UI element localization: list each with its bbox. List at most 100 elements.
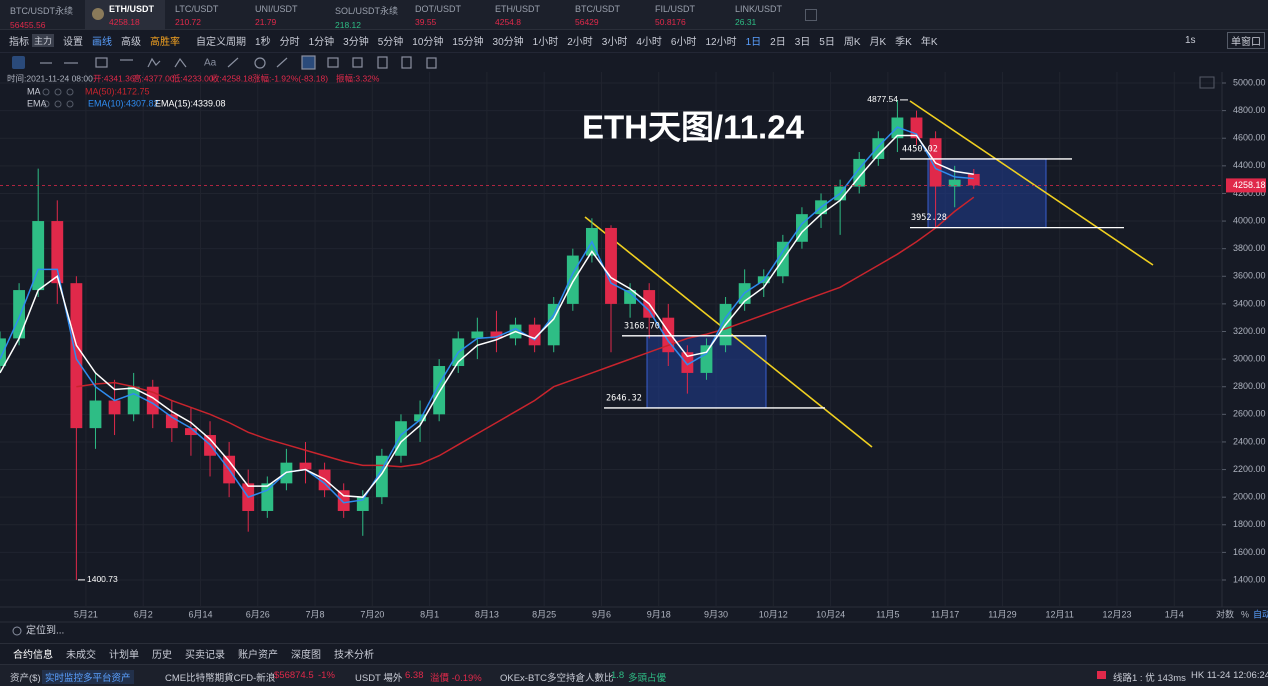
toolbar-item[interactable]: 指标 [9,36,29,48]
ticker-price: 210.72 [175,17,201,27]
ticker-tab[interactable]: BTC/USDT 56429 [567,0,647,29]
bottom-tab[interactable]: 未成交 [66,649,96,661]
tool-icon[interactable]: Aa [204,58,217,69]
tool-icon[interactable] [276,57,288,68]
fullscreen-icon[interactable] [1199,76,1215,89]
tool-icon[interactable] [301,55,316,70]
toolbar-item[interactable]: 年K [920,36,938,48]
locate-icon[interactable] [12,626,22,636]
status-item[interactable]: 实时监控多平台资产 [42,670,134,684]
axis-option[interactable]: 对数 [1216,608,1234,619]
y-tick-label: 1800.00 [1233,519,1266,529]
toolbar-item[interactable]: 3日 [794,36,811,48]
toolbar-item[interactable]: 10分钟 [412,36,444,48]
tool-icon[interactable] [12,56,25,69]
toolbar-item[interactable]: 周K [843,36,861,48]
bottom-tab[interactable]: 合约信息 [13,649,53,661]
indicator-icon[interactable] [66,88,74,96]
indicator-icon[interactable] [54,100,62,108]
trend-line[interactable] [909,100,1154,266]
toolbar-item[interactable]: 5日 [819,36,835,48]
tool-icon[interactable] [426,57,437,69]
ticker-name: LTC/USDT [175,4,219,14]
tool-icon[interactable] [352,57,363,68]
toolbar-item[interactable]: 1小时 [532,36,559,48]
toolbar-item[interactable]: 设置 [63,36,84,48]
ticker-price: 56455.56 [10,20,46,30]
tool-icon[interactable] [401,56,412,69]
toolbar-item[interactable]: 季K [895,36,912,48]
toolbar-item[interactable]: 分时 [279,36,300,48]
tool-icon[interactable] [95,57,108,68]
y-tick-label: 1600.00 [1233,547,1266,557]
toolbar-item[interactable]: 高级 [121,36,142,48]
ticker-tab[interactable]: BTC/USDT永续 56455.56 [2,0,82,30]
level-label: 4450.02 [902,144,938,154]
tool-icon[interactable] [254,57,266,69]
speed[interactable]: 1s [1185,34,1196,46]
axis-option[interactable]: % [1241,609,1249,619]
toolbar-item[interactable]: 3分钟 [343,36,369,48]
level-label: 3168.70 [624,321,660,331]
ticker-tab[interactable]: SOL/USDT永续 218.12 [327,0,407,30]
ticker-tab[interactable]: UNI/USDT 21.79 [247,0,327,29]
toolbar-item[interactable]: 6小时 [670,36,697,48]
indicator-icon[interactable] [42,100,50,108]
tool-icon[interactable] [377,56,388,69]
toolbar-item[interactable]: 3小时 [601,36,628,48]
x-tick-label: 6月14 [188,609,212,619]
tool-icon[interactable] [227,57,239,68]
toolbar-item[interactable]: 画线 [92,36,113,48]
toolbar-item[interactable]: 15分钟 [452,36,484,48]
indicator-icon[interactable] [42,88,50,96]
candle-body [624,290,637,304]
toolbar-item[interactable]: 自定义周期 [196,36,247,48]
tool-icon[interactable] [147,57,161,68]
toolbar-item[interactable]: 2日 [770,36,786,48]
ticker-tab[interactable]: LTC/USDT 210.72 [167,0,247,29]
toolbar-item[interactable]: 1分钟 [308,36,335,48]
ticker-tab[interactable]: ETH/USDT 4258.18 [85,0,165,29]
toolbar-item[interactable]: 1日 [745,36,762,48]
tool-icon[interactable] [327,57,339,68]
toolbar-item[interactable]: 12小时 [705,36,737,48]
ticker-tab[interactable]: FIL/USDT 50.8176 [647,0,727,29]
bottom-tab[interactable]: 技术分析 [334,649,374,661]
axis-option[interactable]: 自动 [1253,608,1268,619]
indicator-line [0,126,974,504]
toolbar-item[interactable]: 30分钟 [492,36,524,48]
y-tick-label: 4200.00 [1233,188,1266,198]
toolbar-item[interactable]: 月K [869,36,887,48]
status-item: 1.8 [611,670,625,681]
candle-body [51,221,64,284]
tool-icon[interactable] [174,57,187,68]
indicator-icon[interactable] [66,100,74,108]
window-mode[interactable]: 单窗口 [1227,31,1265,49]
y-tick-label: 4800.00 [1233,105,1266,115]
bottom-tab[interactable]: 计划单 [109,649,139,661]
ticker-tab[interactable]: DOT/USDT 39.55 [407,0,487,29]
indicator-icon[interactable] [54,88,62,96]
chart: 1400.00 1600.00 1800.00 2000.00 2200.00 2400.… [0,72,1268,642]
add-tab[interactable] [805,9,817,21]
candle-body [108,400,121,415]
status-item: OKEx-BTC多空持倉人數比 [500,673,614,684]
toolbar-item[interactable]: 高胜率 [150,36,181,48]
toolbar-item[interactable]: 主力 [32,33,55,47]
ticker-name: UNI/USDT [255,4,298,14]
x-tick-label: 8月1 [420,609,439,619]
candle-body [127,386,140,415]
ticker-tab[interactable]: ETH/USDT 4254.8 [487,0,567,29]
ticker-tab[interactable]: LINK/USDT 26.31 [727,0,807,29]
bottom-tab[interactable]: 深度图 [291,649,321,661]
toolbar-item[interactable]: 5分钟 [377,36,404,48]
toolbar-item[interactable]: 1秒 [255,36,271,48]
toolbar-item[interactable]: 2小时 [567,36,593,48]
toolbar-item[interactable]: 4小时 [636,36,662,48]
locate-button[interactable]: 定位到... [26,624,64,637]
y-tick-label: 4400.00 [1233,160,1266,170]
bottom-tab[interactable]: 买卖记录 [185,649,225,661]
bottom-tab[interactable]: 历史 [152,649,172,661]
bottom-tab[interactable]: 账户资产 [238,649,278,661]
